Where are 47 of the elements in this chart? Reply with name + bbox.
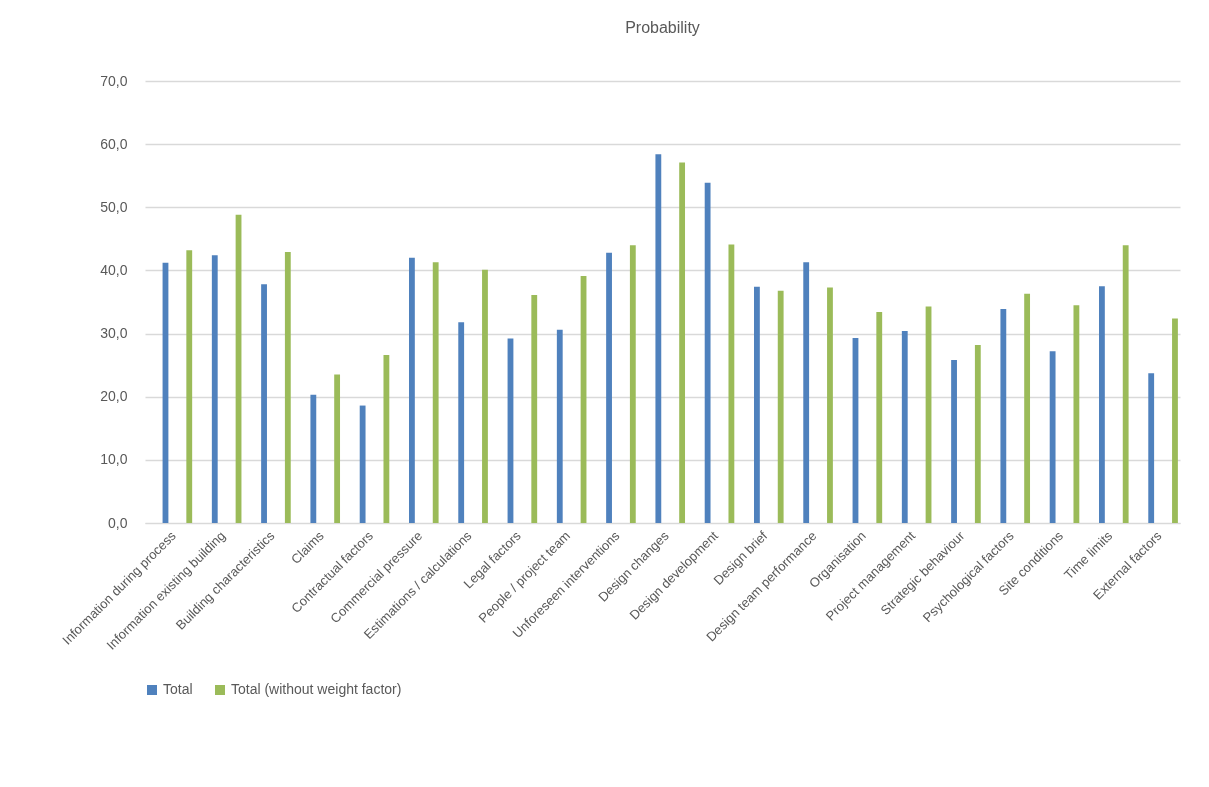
bar [383, 355, 390, 523]
bar [728, 244, 735, 523]
legend-label: Total [163, 681, 193, 697]
bar [1073, 305, 1080, 523]
bar [556, 329, 563, 523]
y-tick-label: 60,0 [100, 135, 128, 152]
y-tick-label: 0,0 [108, 514, 128, 531]
bar [211, 255, 218, 523]
chart-title: Probability [625, 19, 700, 36]
bar [1099, 286, 1105, 523]
bar [777, 290, 784, 523]
bar [334, 374, 341, 523]
bar [974, 344, 981, 523]
bar [432, 262, 439, 523]
bar [803, 262, 810, 523]
bar [1000, 308, 1007, 523]
y-tick-label: 70,0 [100, 72, 128, 89]
y-tick-label: 50,0 [100, 198, 128, 215]
bar [310, 394, 317, 523]
y-tick-label: 30,0 [100, 325, 128, 342]
bar [1122, 245, 1129, 523]
bar [606, 252, 612, 523]
bar [1049, 351, 1056, 523]
bar [876, 312, 883, 523]
bar [531, 295, 538, 523]
bar [704, 182, 711, 523]
bar [951, 360, 957, 523]
bar [679, 162, 686, 523]
y-tick-label: 20,0 [100, 388, 128, 405]
bar [629, 245, 636, 523]
y-tick-label: 10,0 [100, 451, 128, 468]
bar [1024, 293, 1031, 523]
bar [1148, 373, 1155, 523]
legend-label: Total (without weight factor) [231, 681, 402, 697]
bar [1172, 318, 1178, 523]
bar [901, 331, 908, 523]
y-tick-label: 40,0 [100, 261, 128, 278]
bar [482, 269, 488, 523]
bar [655, 154, 662, 523]
bar [458, 322, 465, 523]
bar [261, 284, 267, 523]
bar [359, 405, 366, 523]
bar [827, 287, 833, 523]
bar [754, 286, 760, 523]
bar [409, 257, 415, 523]
bar [186, 250, 193, 523]
bar [284, 252, 291, 523]
